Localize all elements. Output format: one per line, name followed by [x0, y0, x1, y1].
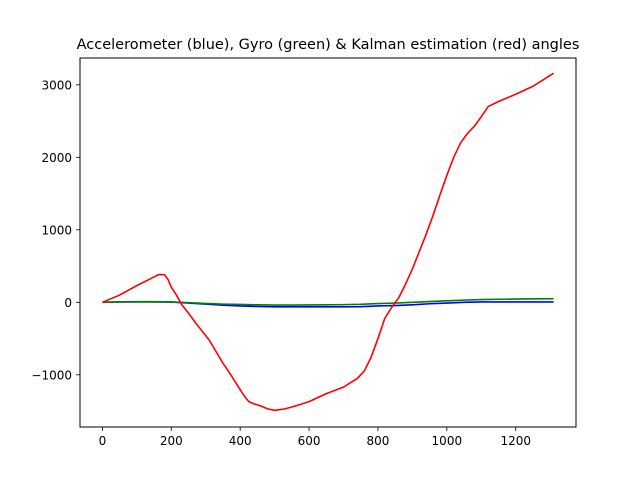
- x-tick-label: 800: [366, 434, 389, 448]
- series-line-1: [102, 297, 554, 306]
- y-axis: −1000 0 1000 2000 3000: [31, 78, 80, 382]
- x-tick-label: 1000: [432, 434, 463, 448]
- x-tick-label: 400: [229, 434, 252, 448]
- x-tick-label: 0: [99, 434, 107, 448]
- y-tick-label: −1000: [31, 368, 72, 382]
- series-line-2: [102, 72, 555, 412]
- y-tick-label: 1000: [41, 223, 72, 237]
- chart-title: Accelerometer (blue), Gyro (green) & Kal…: [77, 37, 580, 53]
- y-tick-label: 0: [64, 296, 72, 310]
- plot-frame: [79, 57, 577, 428]
- y-tick-label: 2000: [41, 151, 72, 165]
- x-tick-label: 1200: [500, 434, 531, 448]
- x-tick-label: 200: [160, 434, 183, 448]
- y-tick-label: 3000: [41, 78, 72, 92]
- x-tick-label: 600: [298, 434, 321, 448]
- plot-lines: [102, 72, 555, 412]
- x-axis: 0 200 400 600 800 1000 1200: [99, 427, 531, 448]
